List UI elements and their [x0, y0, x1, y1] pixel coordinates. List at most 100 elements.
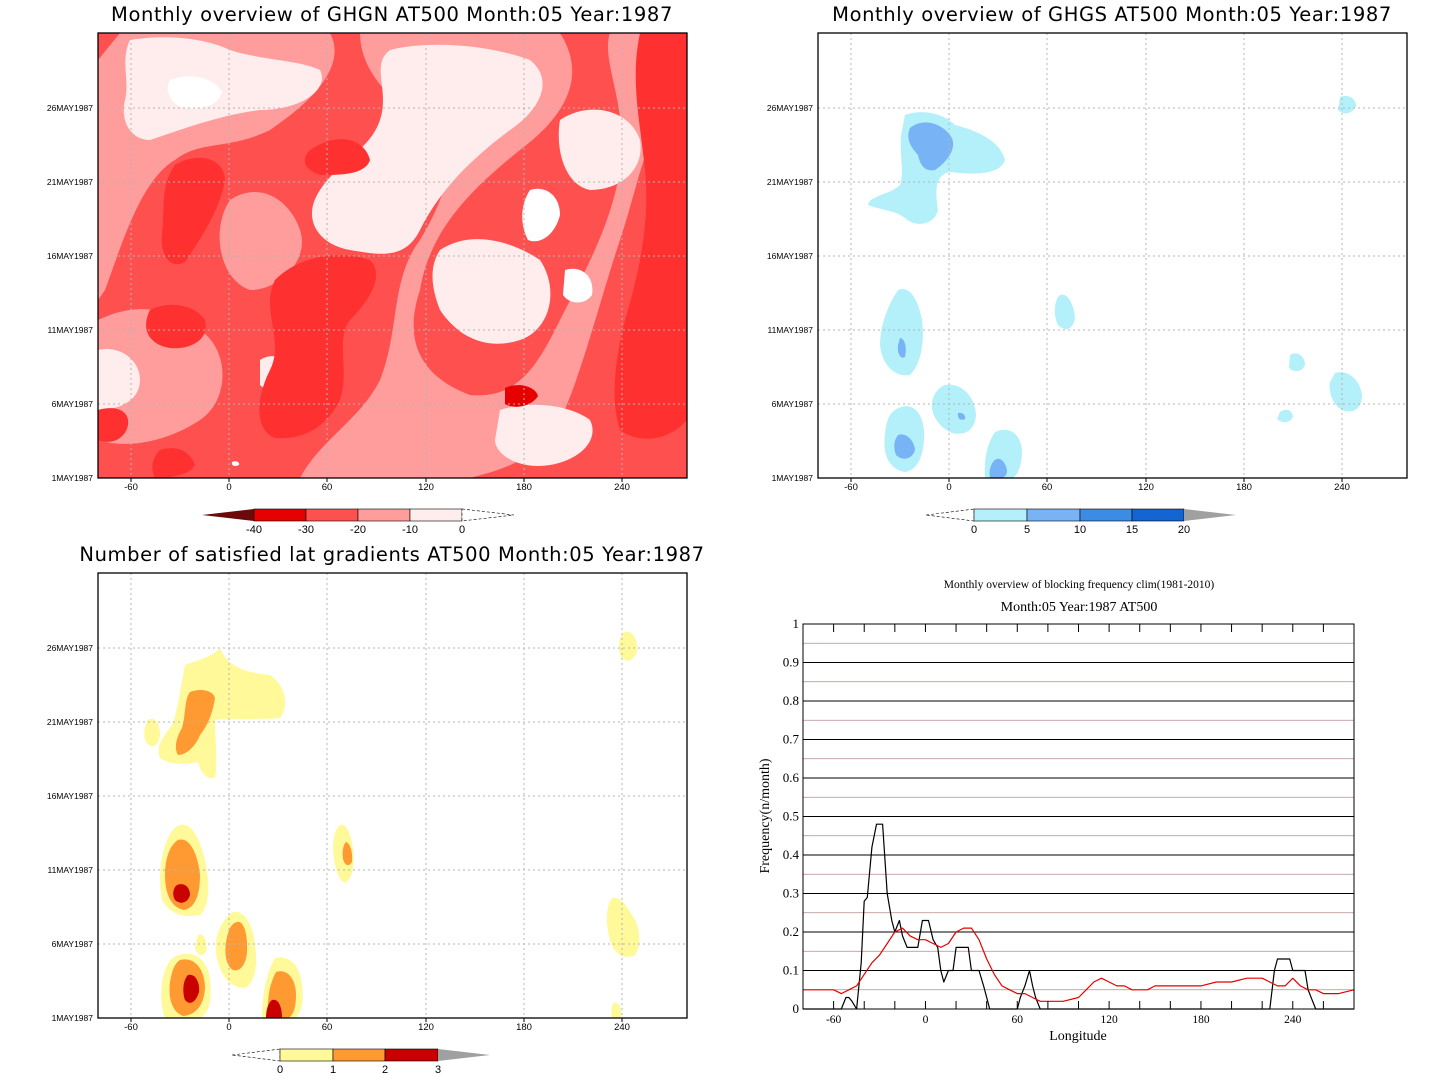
ghgs-colorbar: 0 5 10 15 20: [925, 508, 1236, 536]
y-tick-label: 1MAY1987: [52, 473, 94, 483]
x-tick-label: 240: [614, 1022, 630, 1033]
colorbar-upper-arrow: [1184, 509, 1236, 521]
y-tick-label: 0.8: [783, 693, 799, 708]
y-tick-label: 11MAY1987: [47, 325, 93, 335]
y-tick-label: 21MAY1987: [47, 717, 93, 727]
colorbar-swatch: [1131, 508, 1185, 522]
y-tick-label: 0.2: [783, 924, 799, 939]
y-tick-label: 26MAY1987: [47, 643, 93, 653]
colorbar-label: 5: [1024, 524, 1030, 536]
colorbar-swatch: [305, 508, 359, 522]
y-tick-label: 1MAY1987: [772, 473, 814, 483]
lat-gradients-grid: [98, 573, 687, 1018]
panel-ghgs-title: Monthly overview of GHGS AT500 Month:05 …: [832, 3, 1392, 26]
panel-ghgn: Monthly overview of GHGN AT500 Month:05 …: [47, 3, 688, 536]
colorbar-swatch: [1079, 508, 1133, 522]
lat-gradients-x-tick-labels: -60 0 60 120 180 240: [124, 1022, 630, 1033]
lat-gradients-colorbar: 0 1 2 3: [231, 1048, 490, 1076]
x-tick-label: 240: [614, 482, 630, 493]
y-tick-label: 11MAY1987: [767, 325, 813, 335]
colorbar-lower-arrow: [925, 508, 975, 522]
colorbar-swatch: [279, 1048, 334, 1062]
y-tick-label: 0.1: [783, 963, 799, 978]
ghgs-x-tick-labels: -60 0 60 120 180 240: [844, 482, 1350, 493]
colorbar-swatch: [332, 1048, 386, 1062]
x-tick-label: 60: [322, 1022, 333, 1033]
x-tick-label: 0: [923, 1014, 929, 1026]
colorbar-label: 0: [459, 524, 465, 536]
y-tick-label: 16MAY1987: [767, 251, 813, 261]
x-tick-label: 0: [226, 482, 231, 493]
y-tick-label: 0.7: [783, 732, 800, 747]
colorbar-upper-arrow: [438, 1049, 490, 1061]
line-chart-subtitle: Month:05 Year:1987 AT500: [1001, 600, 1158, 615]
colorbar-label: 0: [277, 1064, 283, 1076]
x-tick-label: 120: [418, 482, 434, 493]
x-tick-label: 180: [1236, 482, 1252, 493]
ghgs-x-ticks: [850, 478, 1343, 482]
x-tick-label: 0: [946, 482, 951, 493]
colorbar-label: 0: [971, 524, 977, 536]
panel-blocking-frequency: Monthly overview of blocking frequency c…: [758, 579, 1355, 1044]
ghgn-grid: [98, 33, 687, 478]
ghgs-grid: [818, 33, 1407, 478]
y-tick-label: 11MAY1987: [47, 865, 93, 875]
colorbar-label: -40: [246, 524, 262, 536]
ghgn-x-ticks: [130, 478, 623, 482]
x-tick-label: 240: [1284, 1014, 1302, 1026]
colorbar-swatch: [253, 508, 307, 522]
line-chart-x-axis-label: Longitude: [1049, 1029, 1107, 1044]
colorbar-swatch: [384, 1048, 439, 1062]
y-tick-label: 0.3: [783, 886, 799, 901]
colorbar-label: 15: [1126, 524, 1138, 536]
y-tick-label: 26MAY1987: [767, 103, 813, 113]
colorbar-swatch: [1026, 508, 1081, 522]
panel-ghgn-title: Monthly overview of GHGN AT500 Month:05 …: [111, 3, 673, 26]
lat-gradients-x-ticks: [130, 1018, 623, 1022]
x-tick-label: 60: [1042, 482, 1053, 493]
x-tick-label: -60: [826, 1014, 842, 1026]
x-tick-label: -60: [124, 482, 138, 493]
x-tick-label: 180: [516, 1022, 532, 1033]
colorbar-label: 20: [1178, 524, 1190, 536]
ghgn-y-tick-labels: 1MAY1987 6MAY1987 11MAY1987 16MAY1987 21…: [47, 103, 93, 483]
y-tick-label: 6MAY1987: [772, 399, 814, 409]
x-tick-label: 120: [1138, 482, 1154, 493]
y-tick-label: 1MAY1987: [52, 1013, 94, 1023]
y-tick-label: 0: [793, 1001, 800, 1016]
colorbar-label: -20: [350, 524, 366, 536]
colorbar-lower-arrow: [202, 509, 254, 521]
colorbar-swatch: [357, 508, 411, 522]
series-line-red: [803, 927, 1355, 1002]
colorbar-label: -30: [298, 524, 314, 536]
y-tick-label: 21MAY1987: [767, 177, 813, 187]
x-tick-label: -60: [124, 1022, 138, 1033]
lat-gradients-y-tick-labels: 1MAY1987 6MAY1987 11MAY1987 16MAY1987 21…: [47, 643, 93, 1023]
colorbar-swatch: [409, 508, 463, 522]
x-tick-label: -60: [844, 482, 858, 493]
x-tick-label: 240: [1334, 482, 1350, 493]
y-tick-label: 0.5: [783, 809, 799, 824]
x-tick-label: 120: [418, 1022, 434, 1033]
y-tick-label: 0.4: [783, 847, 800, 862]
line-chart-gridlines: [803, 642, 1354, 991]
ghgs-plot-frame: [817, 32, 1408, 479]
colorbar-lower-arrow: [231, 1048, 281, 1062]
y-tick-label: 6MAY1987: [52, 399, 94, 409]
x-tick-label: 180: [1192, 1014, 1210, 1026]
x-tick-label: 60: [1012, 1014, 1024, 1026]
y-tick-label: 26MAY1987: [47, 103, 93, 113]
ghgn-x-tick-labels: -60 0 60 120 180 240: [124, 482, 630, 493]
panel-lat-gradients: Number of satisfied lat gradients AT500 …: [47, 543, 704, 1076]
lat-gradients-plot-frame: [97, 572, 688, 1019]
x-tick-label: 180: [516, 482, 532, 493]
colorbar-label: 10: [1074, 524, 1086, 536]
y-tick-label: 6MAY1987: [52, 939, 94, 949]
line-chart-y-axis-label: Frequency(n/month): [758, 758, 773, 873]
line-chart-axes: 0 0.1 0.2 0.3 0.4 0.5 0.6 0.7 0.8 0.9 1 -60 0 60 120 18…: [783, 616, 1324, 1026]
panel-lat-gradients-title: Number of satisfied lat gradients AT500 …: [79, 543, 704, 566]
x-tick-label: 0: [226, 1022, 231, 1033]
line-chart-title: Monthly overview of blocking frequency c…: [944, 579, 1215, 591]
line-chart-series: [803, 823, 1355, 1010]
